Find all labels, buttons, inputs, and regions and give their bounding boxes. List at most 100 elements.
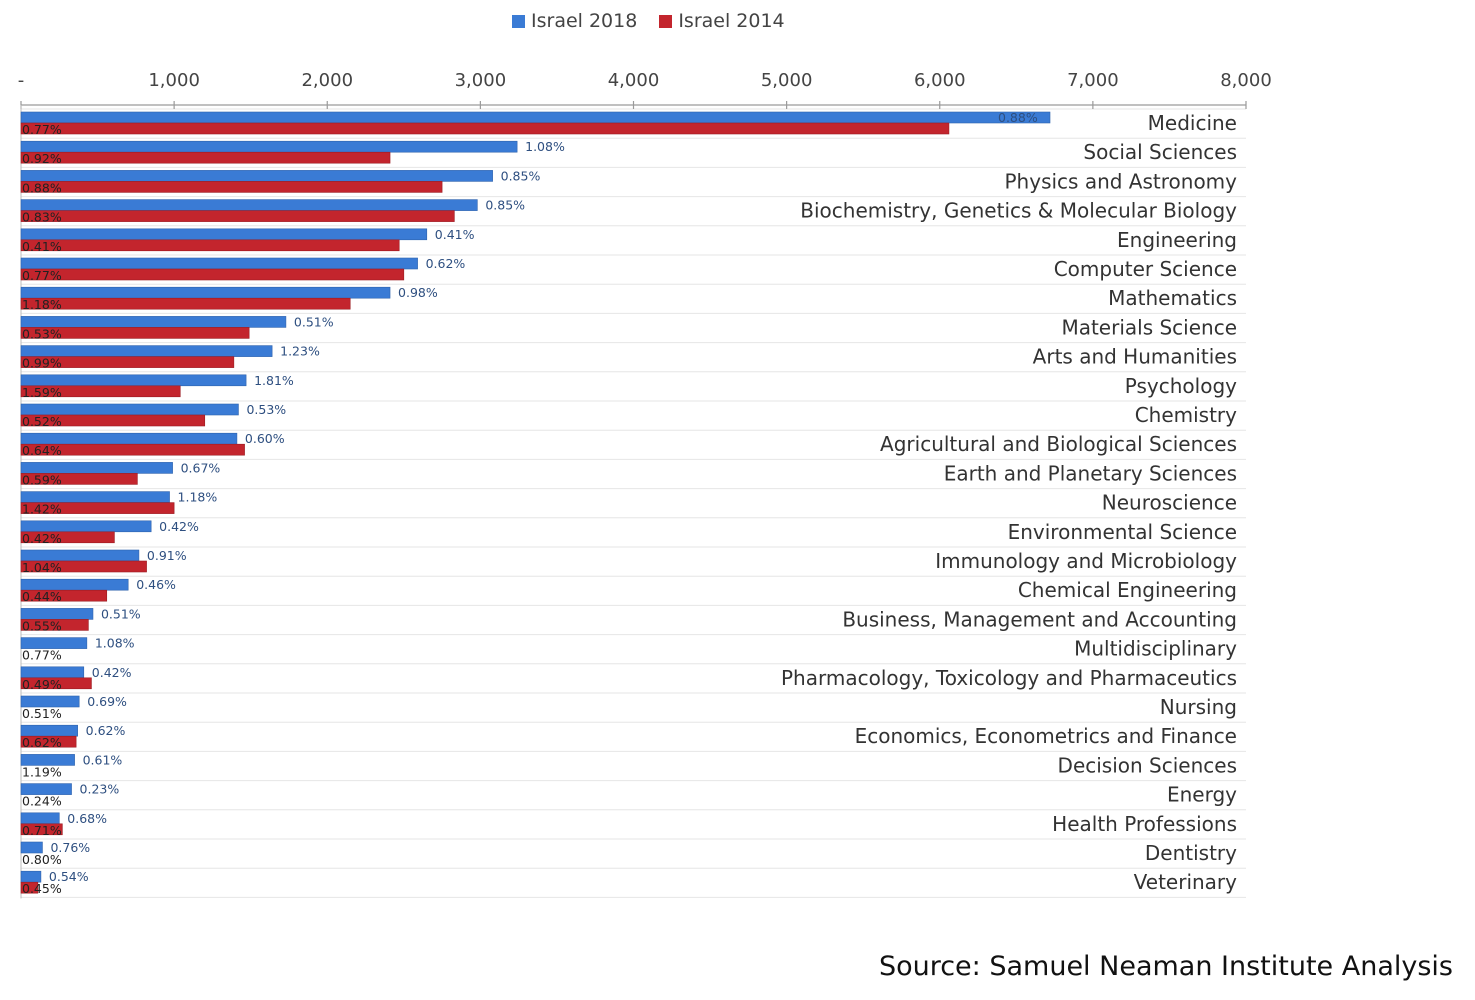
bar-2018	[20, 754, 75, 766]
x-tick-label: -	[18, 70, 25, 91]
data-label-2018: 1.08%	[525, 139, 565, 154]
category-label: Physics and Astronomy	[1005, 169, 1238, 193]
data-label-2014: 1.04%	[22, 560, 62, 575]
legend-item-2018: Israel 2018	[512, 10, 637, 32]
data-label-2014: 0.62%	[22, 735, 62, 750]
x-tick-label: 8,000	[1220, 70, 1272, 91]
bar-2018	[20, 140, 518, 153]
bar-2014	[20, 327, 250, 339]
bar-2018	[20, 111, 1051, 124]
bar-2014	[20, 414, 206, 427]
category-label: Social Sciences	[1083, 140, 1237, 164]
category-label: Computer Science	[1054, 257, 1237, 281]
data-label-2014: 0.88%	[22, 180, 62, 195]
category-label: Economics, Econometrics and Finance	[855, 724, 1237, 748]
data-label-2018: 0.42%	[92, 665, 132, 680]
data-label-2014: 0.52%	[22, 414, 62, 429]
data-label-2018: 0.41%	[435, 227, 475, 242]
category-label: Engineering	[1117, 228, 1237, 252]
bar-2014	[20, 210, 455, 222]
data-label-2014: 1.42%	[22, 502, 62, 517]
legend-label-2014: Israel 2014	[678, 10, 785, 32]
category-label: Arts and Humanities	[1033, 345, 1237, 369]
data-label-2018: 0.67%	[181, 460, 221, 475]
category-label: Medicine	[1148, 111, 1237, 135]
data-label-2014: 0.41%	[22, 239, 62, 254]
data-label-2018: 0.85%	[485, 198, 525, 213]
bar-2014	[20, 151, 391, 164]
category-label: Environmental Science	[1008, 520, 1237, 544]
bar-2018	[20, 841, 43, 854]
data-label-2014: 0.80%	[22, 852, 62, 867]
bar-2014	[20, 239, 400, 252]
data-label-2014: 0.92%	[22, 151, 62, 166]
data-label-2014: 0.42%	[22, 531, 62, 546]
category-label: Nursing	[1160, 695, 1237, 719]
bar-chart-svg: - 1,000 2,000 3,000 4,000 5,000 6,000 7,000 8,00…	[18, 70, 1272, 899]
x-tick-label: 1,000	[148, 70, 200, 91]
bar-2014	[20, 589, 108, 602]
data-label-2018: 1.81%	[254, 373, 294, 388]
category-label: Materials Science	[1061, 315, 1237, 339]
x-tick-label: 4,000	[608, 70, 660, 91]
data-label-2014: 0.64%	[22, 443, 62, 458]
x-tick-label: 5,000	[761, 70, 813, 91]
bar-2014	[20, 122, 950, 135]
data-label-2014: 0.51%	[22, 706, 62, 721]
category-label: Multidisciplinary	[1074, 637, 1237, 661]
category-label: Agricultural and Biological Sciences	[880, 432, 1237, 456]
category-label: Veterinary	[1134, 870, 1238, 894]
category-label: Decision Sciences	[1058, 753, 1237, 777]
data-label-2014: 0.49%	[22, 677, 62, 692]
data-label-2018: 0.60%	[245, 431, 285, 446]
data-label-2018: 1.18%	[178, 490, 218, 505]
bar-2018	[20, 228, 428, 241]
bar-2014	[20, 268, 405, 281]
legend-label-2018: Israel 2018	[531, 10, 638, 32]
data-label-2018: 0.51%	[294, 314, 334, 329]
data-label-2018: 1.08%	[95, 636, 135, 651]
x-tick-label: 3,000	[455, 70, 507, 91]
category-label: Immunology and Microbiology	[935, 549, 1237, 573]
data-label-2014: 0.59%	[22, 472, 62, 487]
bar-2014	[20, 356, 235, 368]
data-label-2018: 0.91%	[147, 548, 187, 563]
category-label: Earth and Planetary Sciences	[944, 461, 1237, 485]
data-label-2018: 0.23%	[80, 782, 120, 797]
x-tick-label: 7,000	[1067, 70, 1119, 91]
bar-2014	[20, 823, 63, 836]
x-tick-label: 6,000	[914, 70, 966, 91]
category-label: Chemistry	[1135, 403, 1237, 427]
data-label-2018: 0.62%	[426, 256, 466, 271]
x-tick-label: 2,000	[301, 70, 353, 91]
data-label-2018: 0.98%	[398, 285, 438, 300]
data-label-2014: 1.18%	[22, 297, 62, 312]
bar-2018	[20, 637, 88, 649]
data-label-2018: 0.62%	[86, 723, 126, 738]
bar-2014	[20, 677, 92, 690]
data-label-2018: 0.53%	[246, 402, 286, 417]
category-label: Health Professions	[1052, 812, 1237, 836]
data-label-2014: 0.55%	[22, 618, 62, 633]
category-label: Business, Management and Accounting	[842, 607, 1237, 631]
legend-item-2014: Israel 2014	[659, 10, 785, 32]
data-label-2018: 0.85%	[501, 168, 541, 183]
source-note: Source: Samuel Neaman Institute Analysis	[878, 951, 1453, 982]
data-label-2014: 0.71%	[22, 823, 62, 838]
category-label: Pharmacology, Toxicology and Pharmaceuti…	[781, 666, 1237, 690]
category-label: Energy	[1167, 783, 1237, 807]
data-label-2018: 1.23%	[280, 344, 320, 359]
bar-2018	[20, 257, 418, 270]
data-label-2014: 0.77%	[22, 268, 62, 283]
data-label-2018: 0.42%	[159, 519, 199, 534]
category-label: Chemical Engineering	[1018, 578, 1237, 602]
bar-2014	[20, 385, 181, 398]
data-label-2018: 0.51%	[101, 606, 141, 621]
bar-2014	[20, 443, 245, 456]
data-label-2014: 0.77%	[22, 648, 62, 663]
bar-2014	[20, 881, 39, 894]
data-label-2014: 0.77%	[22, 122, 62, 137]
bar-2014	[20, 531, 115, 544]
data-label-2014: 0.99%	[22, 356, 62, 371]
